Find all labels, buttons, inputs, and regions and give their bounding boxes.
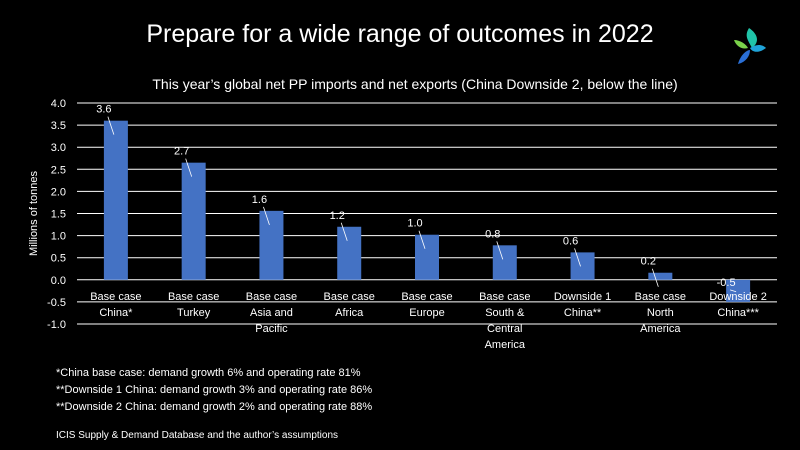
data-label-leader [651, 268, 659, 287]
bar [259, 210, 284, 280]
data-label: -0.5 [717, 277, 736, 289]
data-label-leader [418, 230, 426, 249]
category-label: Base case [401, 291, 452, 303]
y-tick-label: 4.0 [51, 98, 66, 110]
y-tick-label: 1.5 [51, 209, 66, 221]
data-label-leader [340, 222, 348, 241]
category-label: Base case [168, 291, 219, 303]
bar [181, 162, 206, 280]
bar [726, 279, 751, 302]
category-label: Base case [90, 291, 141, 303]
category-label: Downside 1 [554, 291, 611, 303]
footnote-china-base: *China base case: demand growth 6% and o… [56, 367, 361, 379]
data-label: 1.6 [252, 194, 267, 206]
category-label: North [647, 307, 674, 319]
chart-subtitle: This year’s global net PP imports and ne… [152, 76, 678, 92]
data-label: 1.2 [330, 210, 345, 222]
bar [103, 120, 128, 280]
footnote-downside-2: **Downside 2 China: demand growth 2% and… [56, 401, 373, 413]
slide-title: Prepare for a wide range of outcomes in … [146, 20, 654, 48]
category-label: Asia and [250, 307, 293, 319]
category-label: Pacific [255, 323, 288, 335]
bar [337, 226, 362, 280]
data-label: 1.0 [407, 218, 422, 230]
bar [415, 234, 439, 280]
category-label: Base case [324, 291, 375, 303]
category-label: America [485, 339, 526, 351]
y-tick-label: -1.0 [47, 319, 66, 331]
data-label: 2.7 [174, 146, 189, 158]
data-label: 0.8 [485, 228, 500, 240]
data-label-leader [185, 158, 193, 177]
category-label: Base case [246, 291, 297, 303]
category-label: Africa [335, 307, 364, 319]
bar [492, 245, 517, 280]
y-tick-label: 2.0 [51, 186, 66, 198]
category-label: China*** [717, 307, 759, 319]
bar [570, 252, 595, 280]
y-tick-label: 3.0 [51, 142, 66, 154]
footnotes: *China base case: demand growth 6% and o… [56, 365, 372, 416]
y-axis-label: Millions of tonnes [28, 171, 40, 256]
y-tick-label: 3.5 [51, 120, 66, 132]
category-label: Turkey [177, 307, 211, 319]
category-label: Central [487, 323, 522, 335]
data-label: 3.6 [96, 104, 111, 116]
y-tick-label: 0.5 [51, 253, 66, 265]
category-label: Base case [635, 291, 686, 303]
data-label-leader [107, 116, 115, 135]
data-label-leader [263, 206, 270, 225]
source-note: ICIS Supply & Demand Database and the au… [56, 430, 339, 441]
category-label: South & [485, 307, 525, 319]
icis-swirl-logo-icon [734, 28, 766, 64]
footnote-downside-1: **Downside 1 China: demand growth 3% and… [56, 384, 373, 396]
y-tick-label: -0.5 [47, 297, 66, 309]
data-label-leader [496, 241, 504, 260]
data-label: 0.6 [563, 235, 578, 247]
bar [648, 272, 673, 280]
y-tick-label: 2.5 [51, 164, 66, 176]
data-label-leader [574, 248, 581, 267]
category-label: Europe [409, 307, 444, 319]
y-tick-label: 0.0 [51, 275, 66, 287]
category-label: America [640, 323, 681, 335]
category-label: Base case [479, 291, 530, 303]
category-label: China* [99, 307, 133, 319]
bar-chart: 4.0 3.5 3.0 2.5 2.0 1.5 1.0 0.5 0.0 -0.5 -1.0 Milli… [28, 98, 777, 351]
y-tick-label: 1.0 [51, 231, 66, 243]
category-label: China** [564, 307, 602, 319]
data-label: 0.2 [641, 256, 656, 268]
data-label-leader [729, 289, 737, 293]
category-label: Downside 2 [709, 291, 766, 303]
